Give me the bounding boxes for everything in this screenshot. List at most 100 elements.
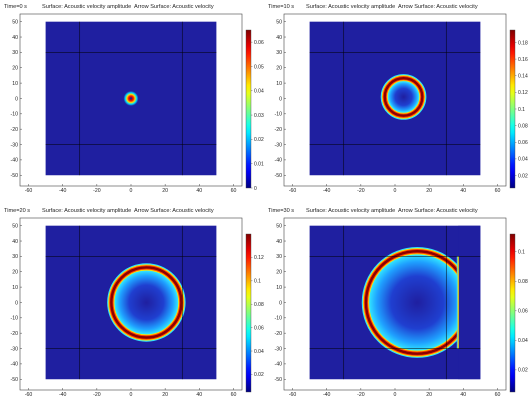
y-tick-label: 30	[12, 50, 18, 56]
x-tick-label: 40	[196, 392, 202, 398]
colorbar-tick-label: 0.1	[518, 107, 525, 113]
wave-source-center	[129, 97, 133, 100]
y-tick-label: -40	[11, 362, 19, 368]
y-tick-label: 50	[12, 223, 18, 229]
x-tick-label: 20	[162, 188, 168, 194]
y-tick-label: 20	[276, 270, 282, 276]
heatmap-plot: -60 -40 -20 0 20 40 60 50 40 30 20 10 0 -10 -20 -30 -40 -…	[275, 13, 528, 194]
x-tick-label: 0	[130, 188, 133, 194]
y-tick-label: 0	[279, 96, 282, 102]
y-tick-label: -50	[275, 173, 283, 179]
colorbar-tick-label: 0.12	[254, 255, 264, 261]
y-tick-label: -30	[275, 142, 283, 148]
colorbar-tick-label: 0.14	[518, 74, 528, 80]
x-tick-label: 60	[495, 392, 501, 398]
y-tick-label: 30	[276, 254, 282, 260]
wave-interior	[114, 271, 178, 334]
y-tick-label: 0	[15, 96, 18, 102]
x-tick-label: -40	[323, 392, 331, 398]
y-tick-label: -40	[275, 362, 283, 368]
x-tick-label: -40	[59, 392, 67, 398]
colorbar-tick-label: 0.03	[254, 113, 264, 119]
panel-time-label: Time=10 s	[268, 4, 295, 10]
y-tick-label: -20	[11, 127, 19, 133]
wave-layer	[380, 74, 427, 120]
y-tick-label: -50	[275, 377, 283, 383]
wave-interior	[388, 81, 419, 113]
x-tick-label: -60	[25, 392, 33, 398]
y-tick-label: 10	[12, 285, 18, 291]
panel-plot-title: Surface: Acoustic velocity amplitude Arr…	[306, 208, 478, 214]
x-tick-label: -40	[323, 188, 331, 194]
colorbar	[509, 233, 516, 393]
x-tick-label: 20	[162, 392, 168, 398]
panel-plot-title: Surface: Acoustic velocity amplitude Arr…	[42, 208, 214, 214]
plot-panel-1: Time=0 s Surface: Acoustic velocity ampl…	[4, 4, 266, 204]
x-tick-label: 40	[460, 188, 466, 194]
wave-layer	[107, 263, 186, 342]
y-tick-label: 40	[276, 239, 282, 245]
colorbar-tick-label: 0.08	[518, 123, 528, 129]
x-tick-label: 60	[231, 188, 237, 194]
y-tick-label: 0	[15, 300, 18, 306]
panel-plot-title: Surface: Acoustic velocity amplitude Arr…	[42, 4, 214, 10]
wavefront-ring	[383, 76, 424, 117]
colorbar-tick-label: 0.06	[518, 140, 528, 146]
y-tick-label: 50	[12, 19, 18, 25]
x-tick-label: 0	[394, 188, 397, 194]
x-tick-label: 40	[196, 188, 202, 194]
y-tick-label: -40	[275, 158, 283, 164]
y-tick-label: 20	[276, 66, 282, 72]
colorbar-tick-label: 0.04	[518, 338, 528, 344]
heatmap-plot: -60 -40 -20 0 20 40 60 50 40 30 20 10 0 -10 -20 -30 -40 -…	[11, 13, 264, 194]
y-tick-label: -20	[11, 331, 19, 337]
x-tick-label: -60	[289, 188, 297, 194]
heatmap-plot: -60 -40 -20 0 20 40 60 50 40 30 20 10 0 -10 -20 -30 -40 -…	[275, 217, 528, 398]
y-tick-label: -30	[275, 346, 283, 352]
colorbar-tick-label: 0.04	[254, 349, 264, 355]
plot-panel-4: Time=30 s Surface: Acoustic velocity amp…	[268, 208, 530, 408]
y-tick-label: -20	[275, 331, 283, 337]
x-tick-label: -20	[93, 188, 101, 194]
x-tick-label: -60	[289, 392, 297, 398]
colorbar-tick-label: 0	[254, 186, 257, 192]
y-tick-label: 20	[12, 66, 18, 72]
y-tick-label: -20	[275, 127, 283, 133]
y-tick-label: 10	[12, 81, 18, 87]
x-tick-label: 60	[231, 392, 237, 398]
y-tick-label: 50	[276, 19, 282, 25]
y-tick-label: -40	[11, 158, 19, 164]
x-tick-label: 20	[426, 188, 432, 194]
y-tick-label: 0	[279, 300, 282, 306]
panel-time-label: Time=20 s	[4, 208, 31, 214]
y-tick-label: -50	[11, 173, 19, 179]
y-tick-label: -50	[11, 377, 19, 383]
x-tick-label: 0	[394, 392, 397, 398]
y-tick-label: 50	[276, 223, 282, 229]
y-tick-label: 10	[276, 81, 282, 87]
plot-panel-2: Time=10 s Surface: Acoustic velocity amp…	[268, 4, 530, 204]
y-tick-label: -10	[11, 316, 19, 322]
colorbar	[509, 29, 516, 189]
colorbar-tick-label: 0.04	[254, 89, 264, 95]
colorbar-tick-label: 0.06	[254, 40, 264, 46]
colorbar-tick-label: 0.08	[254, 302, 264, 308]
colorbar-tick-label: 0.06	[254, 325, 264, 331]
wave-layer	[361, 225, 481, 380]
colorbar	[245, 29, 252, 189]
colorbar-tick-label: 0.02	[518, 173, 528, 179]
y-tick-label: 40	[12, 239, 18, 245]
colorbar-tick-label: 0.08	[518, 279, 528, 285]
colorbar-tick-label: 0.02	[518, 368, 528, 374]
x-tick-label: -20	[357, 392, 365, 398]
wave-interior	[369, 254, 465, 351]
panel-time-label: Time=30 s	[268, 208, 295, 214]
colorbar-tick-label: 0.06	[518, 309, 528, 315]
colorbar-tick-label: 0.12	[518, 90, 528, 96]
x-tick-label: 0	[130, 392, 133, 398]
wave-layer	[123, 91, 139, 106]
colorbar-tick-label: 0.18	[518, 40, 528, 46]
y-tick-label: 10	[276, 285, 282, 291]
colorbar-tick-label: 0.02	[254, 137, 264, 143]
colorbar-tick-label: 0.05	[254, 64, 264, 70]
